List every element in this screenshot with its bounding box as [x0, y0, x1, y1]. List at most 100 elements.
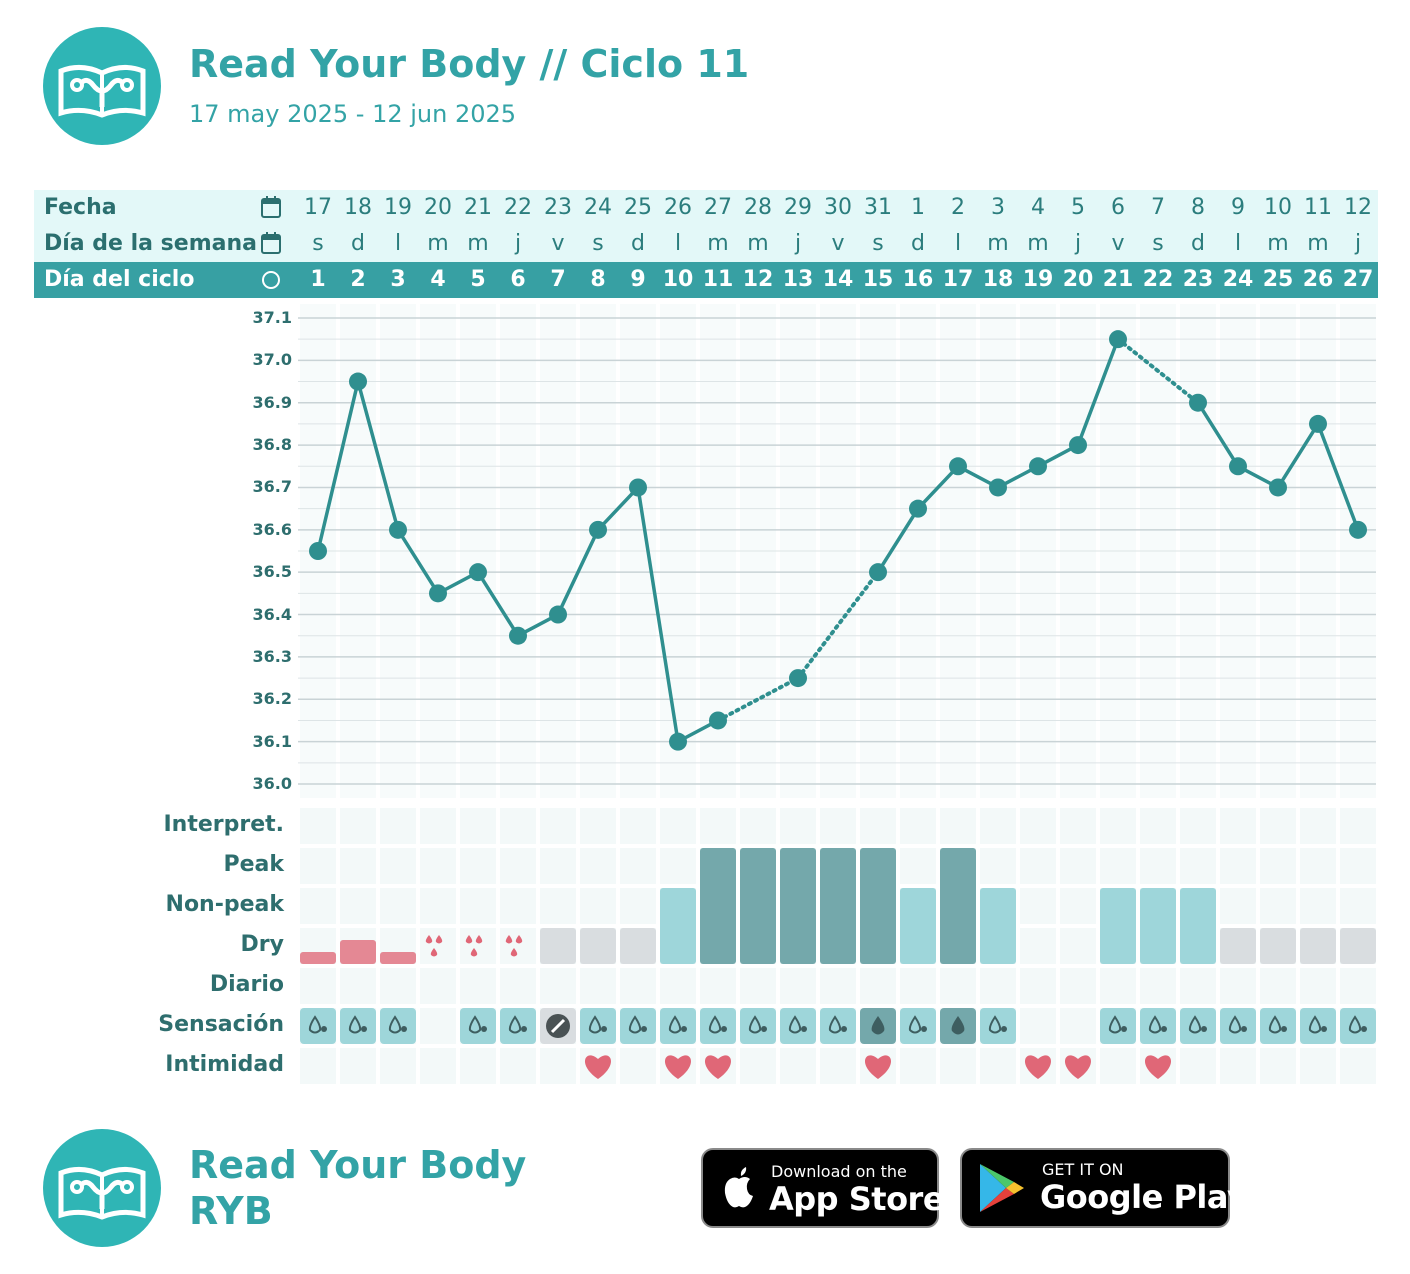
table-cell-bg [1300, 848, 1336, 884]
nonpeak-bar [980, 888, 1016, 964]
sensation-cell [1180, 1008, 1216, 1044]
table-cell-bg [780, 1048, 816, 1084]
humid-drop-dot [1241, 1026, 1247, 1032]
humid-drop-dot [481, 1026, 487, 1032]
humid-drop-icon [388, 1015, 402, 1034]
humid-drop-icon [628, 1015, 642, 1034]
cycle-day-cell: 6 [510, 267, 526, 292]
date-cell: 18 [344, 195, 372, 220]
table-cell-bg [420, 888, 456, 924]
weekday-cell: d [631, 231, 645, 256]
humid-drop-dot [521, 1026, 527, 1032]
humid-drop-dot [721, 1026, 727, 1032]
weekday-cell: j [1354, 231, 1362, 256]
date-cell: 26 [664, 195, 692, 220]
table-cell-bg [940, 808, 976, 844]
cycle-day-cell: 14 [822, 267, 854, 292]
table-cell-bg [500, 928, 536, 964]
table-cell-bg [1060, 928, 1096, 964]
temperature-gap-line [796, 570, 880, 681]
date-cell: 3 [991, 195, 1005, 220]
app-store-button[interactable]: Download on the App Store [701, 1148, 945, 1228]
heart-icon [704, 1055, 732, 1079]
table-cell-bg [1300, 968, 1336, 1004]
date-cell: 7 [1151, 195, 1165, 220]
humid-drop-dot [1321, 1026, 1327, 1032]
cycle-row-label: Día del ciclo [44, 267, 195, 292]
google-play-button[interactable]: GET IT ON Google Play [960, 1148, 1248, 1228]
table-cell-bg [940, 1048, 976, 1084]
y-tick-label: 36.3 [252, 646, 292, 666]
temperature-point [1029, 457, 1047, 476]
light-bleeding-bar [380, 952, 416, 964]
table-cell-bg [460, 928, 496, 964]
date-row-band [34, 190, 1378, 226]
cycle-day-cell: 4 [430, 267, 446, 292]
table-cell-bg [1020, 808, 1056, 844]
table-cell-bg [1260, 968, 1296, 1004]
table-cell-bg [1300, 888, 1336, 924]
table-cell-bg [380, 808, 416, 844]
sensation-cell [500, 1008, 536, 1044]
temperature-line [636, 485, 680, 744]
date-cell: 6 [1111, 195, 1125, 220]
nonpeak-bar [1140, 888, 1176, 964]
table-cell-bg [820, 968, 856, 1004]
table-cell-bg [300, 888, 336, 924]
sensation-cell [820, 1008, 856, 1044]
cycle-day-cell: 1 [310, 267, 326, 292]
humid-drop-dot [1161, 1026, 1167, 1032]
y-tick-label: 36.5 [252, 562, 292, 582]
y-tick-label: 36.9 [252, 392, 292, 412]
table-cell-bg [1020, 1008, 1056, 1044]
table-cell-bg [740, 968, 776, 1004]
temperature-line [1316, 422, 1360, 532]
app-store-big-text: App Store [769, 1180, 945, 1218]
weekday-cell: m [747, 231, 769, 256]
weekday-cell: l [954, 231, 962, 256]
date-cell: 27 [704, 195, 732, 220]
humid-drop-icon [468, 1015, 482, 1034]
y-tick-label: 37.1 [252, 308, 292, 327]
table-cell-bg [500, 1048, 536, 1084]
sensation-cell [460, 1008, 496, 1044]
table-cell-bg [540, 848, 576, 884]
cycle-day-cell: 7 [550, 267, 566, 292]
sensation-cell [780, 1008, 816, 1044]
weekday-cell: s [872, 231, 884, 256]
table-cell-bg [1220, 968, 1256, 1004]
cycle-day-cell: 13 [782, 267, 814, 292]
date-cell: 29 [784, 195, 812, 220]
table-cell-bg [620, 1048, 656, 1084]
table-cell-bg [1060, 968, 1096, 1004]
nonpeak-bar [1100, 888, 1136, 964]
table-cell-bg [900, 1048, 936, 1084]
humid-drop-icon [1148, 1015, 1162, 1034]
table-cell-bg [340, 968, 376, 1004]
humid-drop-dot [801, 1026, 807, 1032]
date-cell: 10 [1264, 195, 1292, 220]
table-cell-bg [420, 808, 456, 844]
weekday-cell: m [987, 231, 1009, 256]
row-label-intimacy: Intimidad [165, 1052, 284, 1077]
cycle-day-cell: 22 [1142, 267, 1174, 292]
date-cell: 25 [624, 195, 652, 220]
date-cell: 8 [1191, 195, 1205, 220]
light-bleeding-bar [300, 952, 336, 964]
circle-icon [261, 262, 281, 298]
cycle-day-cell: 25 [1262, 267, 1294, 292]
weekday-cell: l [394, 231, 402, 256]
temperature-point [429, 584, 447, 603]
heart-icon [1024, 1055, 1052, 1079]
cycle-day-cell: 19 [1022, 267, 1054, 292]
temperature-point [589, 520, 607, 539]
table-cell-bg [340, 808, 376, 844]
footer-brand-short: RYB [189, 1189, 273, 1233]
wet-drop-icon [951, 1016, 965, 1035]
date-cell: 12 [1344, 195, 1372, 220]
table-cell-bg [1020, 888, 1056, 924]
table-cell-bg [860, 808, 896, 844]
table-cell-bg [1180, 848, 1216, 884]
table-cell-bg [460, 848, 496, 884]
table-cell-bg [580, 848, 616, 884]
